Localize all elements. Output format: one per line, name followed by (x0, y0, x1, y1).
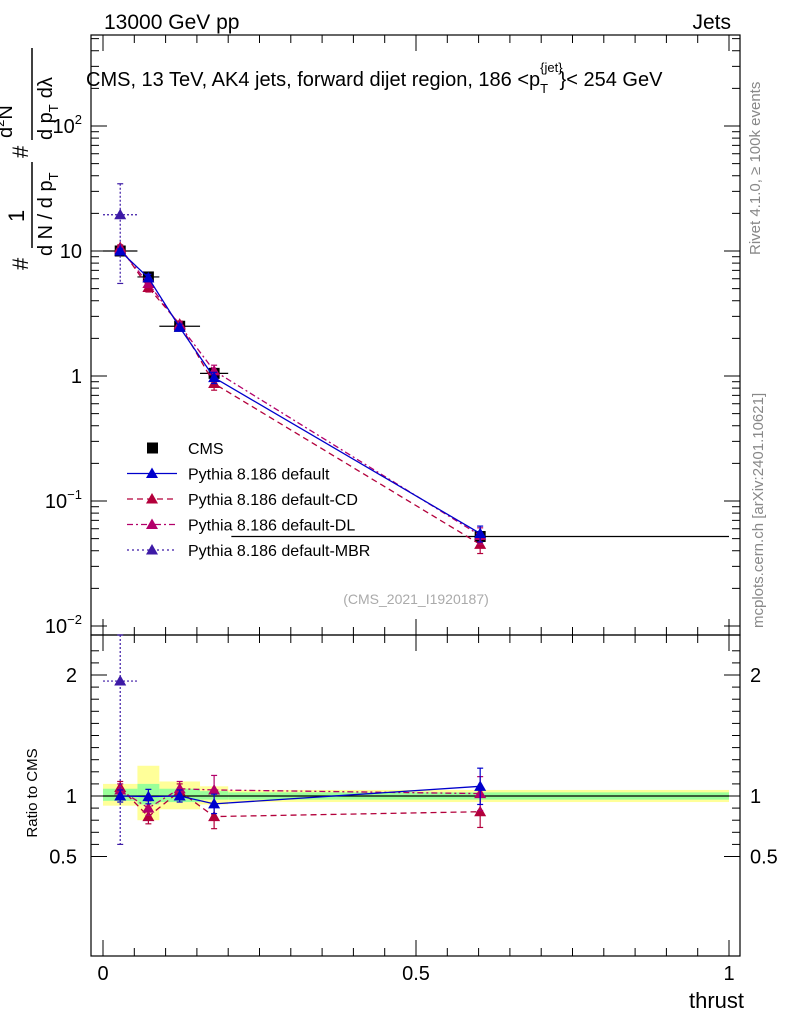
legend-marker (146, 518, 158, 529)
series-point-default (114, 245, 127, 256)
legend: CMS Pythia 8.186 default Pythia 8.186 defa… (127, 441, 370, 560)
energy-label: 13000 GeV pp (104, 11, 239, 34)
ylabel-one: 1 (4, 210, 29, 222)
y-tick-exp: −1 (67, 487, 82, 502)
ratio-y-tick-label-right: 0.5 (750, 847, 778, 869)
series-point-mbr (114, 208, 127, 220)
ylabel-2: 2 (0, 120, 7, 127)
ylabel-dp: d p (35, 112, 57, 140)
y-tick-exp: 2 (75, 112, 82, 127)
series-point-default (173, 790, 186, 801)
title-suffix: }< 254 GeV (560, 69, 664, 91)
y-tick-base: 10 (53, 116, 75, 138)
legend-label: Pythia 8.186 default (188, 467, 330, 484)
y-tick-base: 10 (45, 616, 67, 638)
main-ylabel: # 1 d N / d pT # d2N d pTdλ (0, 48, 61, 270)
ylabel-dp-sub: T (46, 104, 61, 112)
x-tick-label: 1 (723, 963, 734, 985)
series-point-default (474, 780, 487, 791)
series-mbr (103, 634, 138, 846)
ratio-y-tick-label-right: 1 (750, 786, 761, 808)
ratio-ylabel: Ratio to CMS (24, 748, 41, 837)
legend-label: Pythia 8.186 default-CD (188, 492, 358, 509)
series-point-dl (173, 782, 186, 794)
ratio-y-tick-label: 0.5 (49, 847, 77, 869)
rivet-label: Rivet 4.1.0, ≥ 100k events (747, 82, 764, 255)
y-tick-label: 10−2 (45, 612, 82, 638)
legend-marker (146, 467, 158, 478)
series-point-dl (114, 783, 127, 795)
ylabel-dn-text: d N / d p (35, 180, 57, 256)
series-point-dl (142, 277, 155, 288)
y-tick-base: 10 (60, 241, 82, 263)
series-point-default (142, 790, 155, 802)
legend-entry-data: CMS (147, 441, 224, 458)
series-point-dl (142, 802, 155, 813)
series-point-cd (208, 810, 221, 822)
x-tick-label: 0.5 (402, 963, 430, 985)
legend-entry-mbr: Pythia 8.186 default-MBR (127, 543, 370, 560)
ratio-y-tick-label: 1 (66, 786, 77, 808)
y-tick-label: 10 (60, 241, 82, 263)
ylabel-hash-2: # (8, 145, 33, 158)
legend-label: CMS (188, 441, 224, 458)
legend-marker (146, 544, 158, 555)
x-axis-label: thrust (689, 988, 744, 1013)
series-line-dl (119, 248, 481, 537)
series-point-default (114, 790, 127, 801)
series-point-mbr (114, 675, 127, 686)
legend-label: Pythia 8.186 default-MBR (188, 543, 370, 560)
y-tick-base: 10 (45, 491, 67, 513)
legend-entry-dl: Pythia 8.186 default-DL (127, 518, 355, 535)
series-default (114, 245, 487, 543)
series-mbr (103, 183, 138, 285)
title-sub: T (540, 81, 548, 96)
ylabel-dlambda: dλ (35, 77, 57, 98)
x-tick-label: 0 (97, 963, 108, 985)
series-point-default (208, 371, 221, 383)
legend-marker (147, 442, 158, 454)
y-tick-label: 102 (53, 112, 82, 138)
legend-entry-cd: Pythia 8.186 default-CD (127, 492, 358, 509)
series-point-default (173, 321, 186, 332)
ylabel-d2n: d2N (0, 105, 17, 138)
category-label: Jets (692, 11, 731, 34)
ylabel-d: d (0, 127, 17, 138)
main-series (103, 183, 729, 555)
series-line-cd (119, 246, 481, 545)
ratio-uncertainty-bands (103, 765, 729, 821)
ratio-series (103, 634, 487, 846)
title-prefix: CMS, 13 TeV, AK4 jets, forward dijet reg… (86, 69, 540, 91)
ratio-y-tick-label: 2 (66, 665, 77, 687)
ratio-axis-ticks: 0 0.5 1 0.5 0.5 1 1 2 2 (49, 635, 778, 985)
legend-label: Pythia 8.186 default-DL (188, 518, 355, 535)
ylabel-dn: d N / d pT (35, 172, 61, 256)
series-point-dl (208, 783, 221, 795)
mcplots-label: mcplots.cern.ch [arXiv:2401.10621] (750, 393, 767, 628)
y-tick-label: 10−1 (45, 487, 82, 513)
y-tick-label: 1 (71, 366, 82, 388)
legend-entry-default: Pythia 8.186 default (127, 467, 330, 484)
series-point-default (474, 527, 487, 538)
series-point-default (142, 271, 155, 283)
series-default (114, 767, 487, 815)
series-dl (114, 774, 487, 816)
series-point-default (208, 797, 221, 809)
main-title: CMS, 13 TeV, AK4 jets, forward dijet reg… (86, 60, 663, 96)
y-tick-base: 1 (71, 366, 82, 388)
ylabel-dpt: d pTdλ (35, 77, 61, 140)
ratio-y-tick-label-right: 2 (750, 665, 761, 687)
title-sup: {jet} (540, 60, 563, 75)
ylabel-hash-1: # (8, 257, 33, 270)
ylabel-n: N (0, 105, 17, 119)
legend-marker (146, 493, 158, 504)
ylabel-dn-sub: T (46, 172, 61, 180)
analysis-watermark: (CMS_2021_I1920187) (343, 591, 489, 607)
y-tick-exp: −2 (67, 612, 82, 627)
